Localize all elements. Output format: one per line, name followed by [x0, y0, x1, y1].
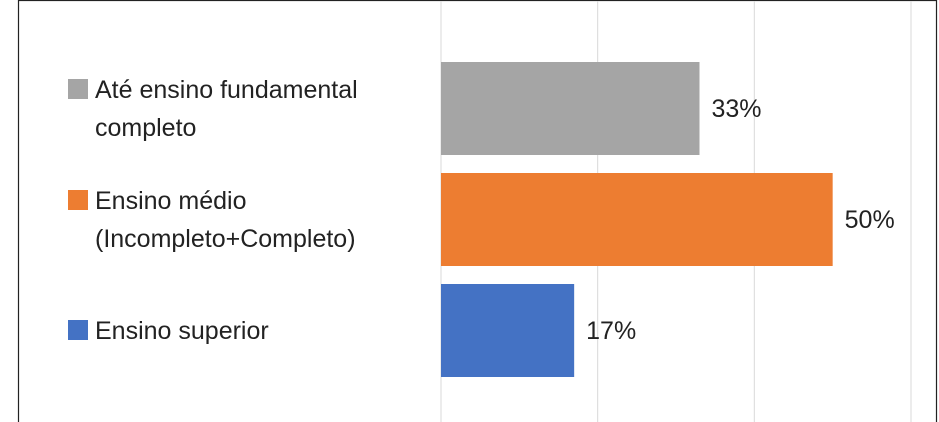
legend-label: Ensino superior	[95, 316, 269, 345]
legend-entry: Ensino superior	[68, 312, 428, 350]
legend-entry: Até ensino fundamental completo	[68, 71, 428, 147]
frame	[17, 0, 938, 422]
legend-label: Ensino médio (Incompleto+Completo)	[95, 186, 356, 253]
legend-swatch	[68, 78, 88, 99]
bar	[441, 173, 833, 266]
bar	[441, 284, 575, 377]
data-label: 50%	[845, 206, 895, 234]
bar	[441, 62, 700, 155]
legend-swatch	[68, 319, 88, 340]
data-label: 17%	[586, 317, 636, 345]
data-label: 33%	[712, 95, 762, 123]
legend-entry: Ensino médio (Incompleto+Completo)	[68, 182, 428, 258]
legend-swatch	[68, 189, 88, 210]
legend-label: Até ensino fundamental completo	[95, 75, 358, 142]
